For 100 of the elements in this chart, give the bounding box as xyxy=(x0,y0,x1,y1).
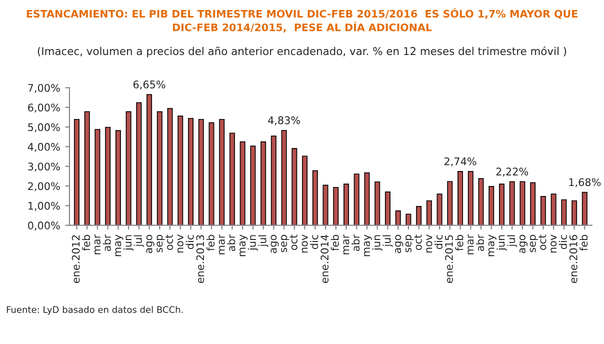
x-tick-label: abr xyxy=(352,234,360,251)
y-tick-label: 4,00% xyxy=(28,142,60,152)
y-tick-label: 3,00% xyxy=(28,162,60,172)
x-tick-label: jul xyxy=(507,235,518,247)
bar xyxy=(436,194,442,226)
bar xyxy=(406,214,412,226)
x-tick-label: sep xyxy=(281,234,290,252)
bar xyxy=(354,174,360,226)
bar xyxy=(94,128,100,226)
x-tick-label: feb xyxy=(206,234,214,251)
x-tick-label: ago xyxy=(395,234,404,254)
bar xyxy=(146,94,152,226)
x-tick-label: ago xyxy=(146,234,154,254)
chart-title: ESTANCAMIENTO: EL PIB DEL TRIMESTRE MOVIL DIC-FEB 2015/2016 ES SÓLO 1,7% MAYOR QUE DIC-FEB 2014/2015, PESE AL DÍA ADICIONAL xyxy=(26,8,578,33)
y-tick-label: 2,00% xyxy=(28,182,60,192)
bar xyxy=(488,186,494,226)
data-label: 2,22% xyxy=(496,168,528,177)
x-tick-label: oct xyxy=(290,234,298,250)
chart-subtitle: (Imacec, volumen a precios del año anterior encadenado, var. % en 12 meses del trimestre móvil ) xyxy=(38,46,566,58)
bar xyxy=(478,178,484,226)
bar xyxy=(281,130,287,226)
bar xyxy=(374,181,380,226)
y-tick-label: 0,00% xyxy=(28,222,60,230)
x-tick-label: may xyxy=(488,234,496,256)
x-tick-label: mar xyxy=(468,234,474,254)
x-tick-label: sep xyxy=(405,234,414,252)
bar xyxy=(105,126,111,226)
x-tick-label: abr xyxy=(227,234,236,251)
x-tick-label: mar xyxy=(218,234,225,254)
bar xyxy=(520,181,526,226)
bar xyxy=(84,111,90,226)
x-tick-label: feb xyxy=(580,234,588,251)
x-tick-label: dic xyxy=(310,234,318,250)
x-tick-label: abr xyxy=(476,234,484,251)
x-tick-label: feb xyxy=(455,234,464,251)
x-tick-label: oct xyxy=(166,234,174,250)
x-tick-label: dic xyxy=(558,234,567,250)
x-tick-label: jun xyxy=(372,235,382,251)
x-tick-label: ene.2014 xyxy=(320,234,329,284)
x-tick-label: jun xyxy=(124,235,134,251)
bar xyxy=(136,102,142,226)
x-tick-label: ene.2012 xyxy=(72,235,80,284)
x-tick-label: abr xyxy=(102,234,111,251)
bar xyxy=(178,116,184,226)
x-tick-label: ene.2015 xyxy=(445,235,453,284)
data-label: 4,83% xyxy=(268,116,300,126)
y-tick-label: 6,00% xyxy=(28,104,60,113)
x-tick-label: ene.2013 xyxy=(196,235,204,284)
y-tick-label: 5,00% xyxy=(28,123,60,132)
bar xyxy=(458,171,464,226)
x-tick-label: dic xyxy=(434,234,443,250)
bar xyxy=(561,199,567,226)
bar xyxy=(343,184,349,226)
x-tick-label: mar xyxy=(94,234,100,254)
x-tick-label: sep xyxy=(530,234,538,252)
y-tick-label: 1,00% xyxy=(28,202,60,211)
x-tick-label: ago xyxy=(270,234,279,254)
x-tick-label: jun xyxy=(496,235,507,251)
bar xyxy=(198,118,204,226)
data-label: 6,65% xyxy=(133,80,166,90)
x-tick-label: nov xyxy=(550,234,557,253)
x-tick-label: oct xyxy=(538,234,546,250)
x-tick-label: sep xyxy=(156,234,165,252)
bar xyxy=(572,200,578,226)
bar xyxy=(115,130,121,226)
bar xyxy=(447,181,453,226)
bar xyxy=(530,182,536,226)
x-tick-label: feb xyxy=(82,234,90,251)
bar xyxy=(219,118,225,226)
x-tick-label: oct xyxy=(414,234,422,250)
bar xyxy=(395,210,401,226)
x-tick-label: jul xyxy=(258,235,268,247)
data-label: 1,68% xyxy=(569,178,601,188)
bar xyxy=(167,108,173,226)
x-tick-label: may xyxy=(240,234,248,256)
bar xyxy=(384,191,390,226)
bar xyxy=(364,172,370,226)
bar xyxy=(250,146,256,226)
bar xyxy=(322,184,328,226)
bar xyxy=(468,171,474,226)
bar xyxy=(260,141,266,226)
y-tick-label: 7,00% xyxy=(28,84,60,93)
bar xyxy=(416,206,422,226)
x-tick-label: may xyxy=(115,234,124,256)
x-tick-label: mar xyxy=(343,234,350,254)
x-tick-label: ene.2016 xyxy=(569,235,578,284)
bar xyxy=(550,194,556,226)
bar xyxy=(229,132,235,226)
bar xyxy=(126,111,132,226)
bar xyxy=(74,118,80,226)
x-tick-label: jul xyxy=(134,235,144,247)
bar xyxy=(240,141,246,226)
bar xyxy=(333,186,339,226)
source-note: Fuente: LyD basado en datos del BCCh. xyxy=(6,306,183,315)
bar xyxy=(292,148,298,226)
x-tick-label: jun xyxy=(248,235,258,251)
bar xyxy=(509,181,515,226)
bar xyxy=(312,170,318,226)
bar xyxy=(156,111,162,226)
x-tick-label: may xyxy=(364,234,372,256)
